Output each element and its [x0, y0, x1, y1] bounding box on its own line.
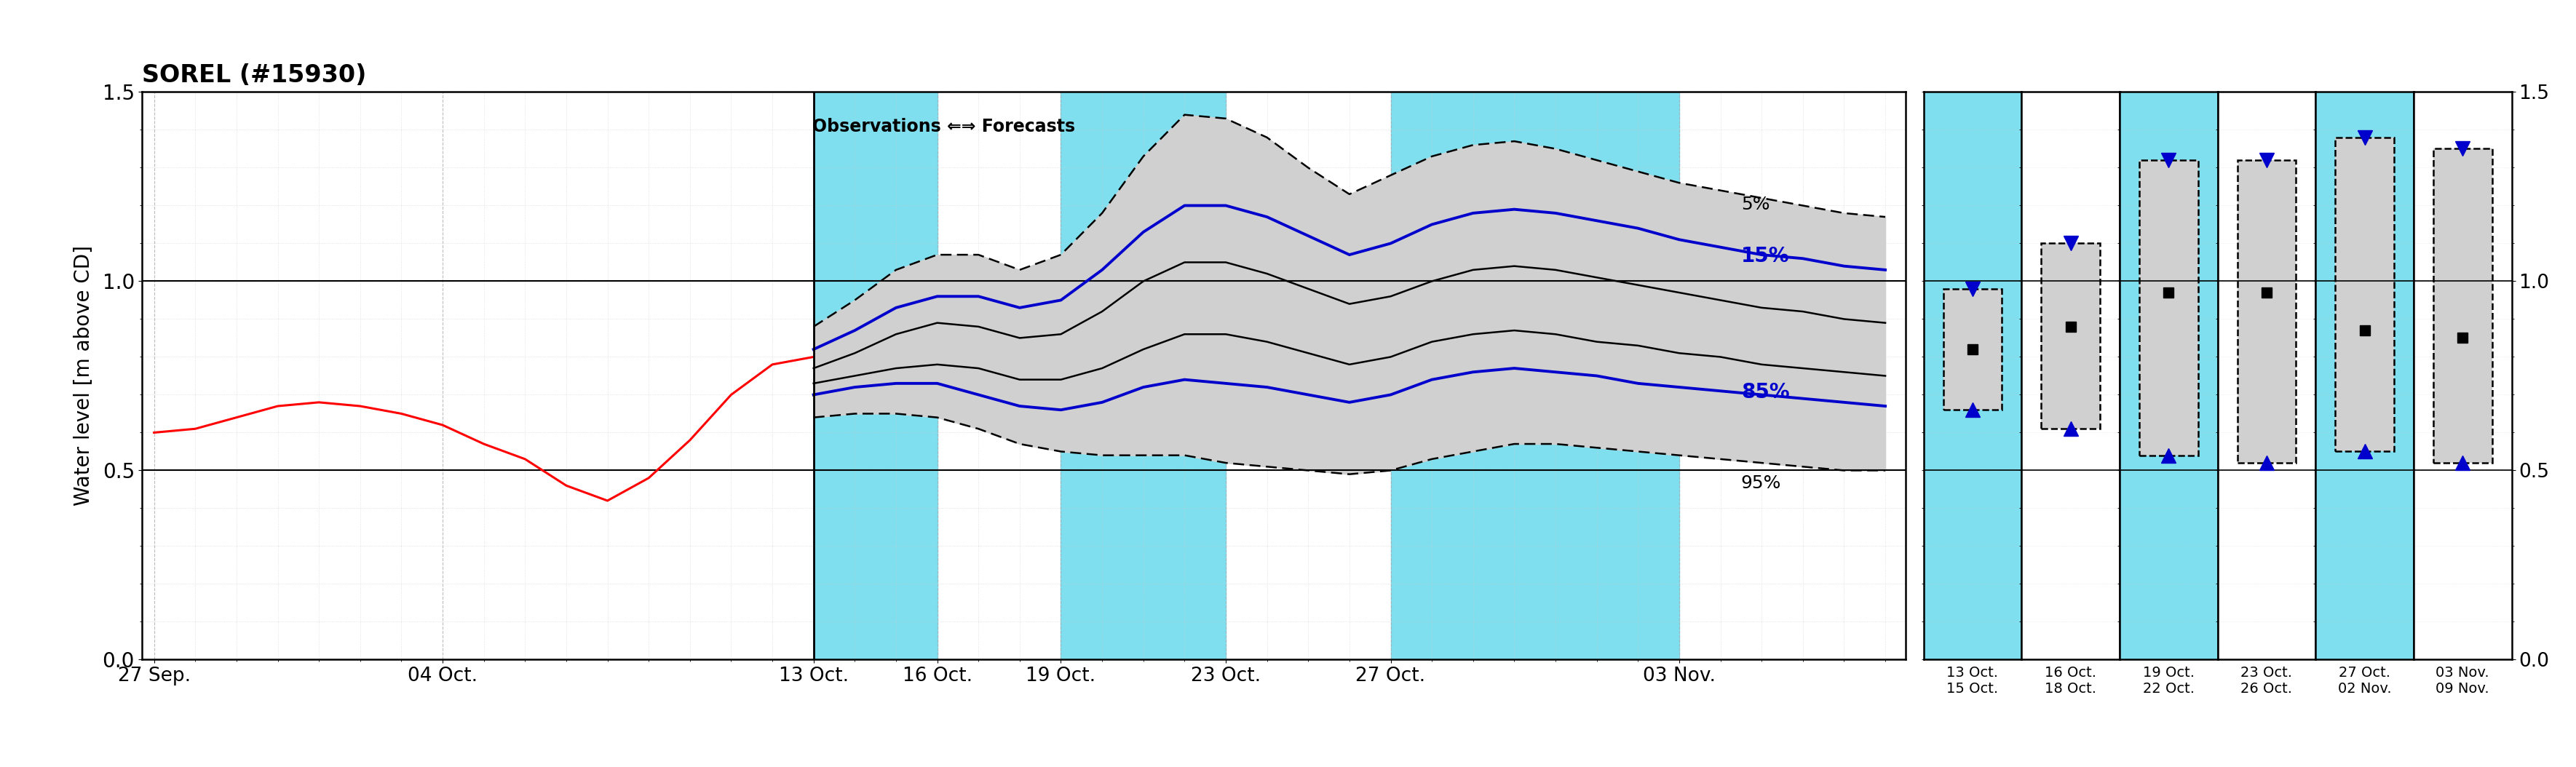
Bar: [814, 92, 938, 660]
Bar: [2138, 160, 2197, 456]
Text: 85%: 85%: [1741, 382, 1790, 403]
Bar: [2236, 160, 2295, 463]
Bar: [1391, 92, 1680, 660]
Bar: [1942, 289, 2002, 410]
X-axis label: 16 Oct.
18 Oct.: 16 Oct. 18 Oct.: [2045, 666, 2097, 696]
Bar: [2336, 137, 2393, 452]
Text: SOREL (#15930): SOREL (#15930): [142, 63, 366, 87]
Bar: [2336, 137, 2393, 452]
X-axis label: 27 Oct.
02 Nov.: 27 Oct. 02 Nov.: [2339, 666, 2391, 696]
Text: Observations ⇐⇒ Forecasts: Observations ⇐⇒ Forecasts: [811, 117, 1074, 135]
Bar: [2138, 160, 2197, 456]
Bar: [2434, 149, 2491, 463]
X-axis label: 19 Oct.
22 Oct.: 19 Oct. 22 Oct.: [2143, 666, 2195, 696]
Y-axis label: Water level [m above CD]: Water level [m above CD]: [75, 245, 95, 506]
Bar: [1942, 289, 2002, 410]
Text: 15%: 15%: [1741, 245, 1790, 266]
Bar: [1061, 92, 1226, 660]
Bar: [2236, 160, 2295, 463]
Bar: [2040, 243, 2099, 429]
Bar: [2434, 149, 2491, 463]
X-axis label: 03 Nov.
09 Nov.: 03 Nov. 09 Nov.: [2437, 666, 2488, 696]
Bar: [2040, 243, 2099, 429]
Text: 5%: 5%: [1741, 196, 1770, 213]
X-axis label: 13 Oct.
15 Oct.: 13 Oct. 15 Oct.: [1947, 666, 1999, 696]
Text: 95%: 95%: [1741, 474, 1783, 492]
X-axis label: 23 Oct.
26 Oct.: 23 Oct. 26 Oct.: [2241, 666, 2293, 696]
